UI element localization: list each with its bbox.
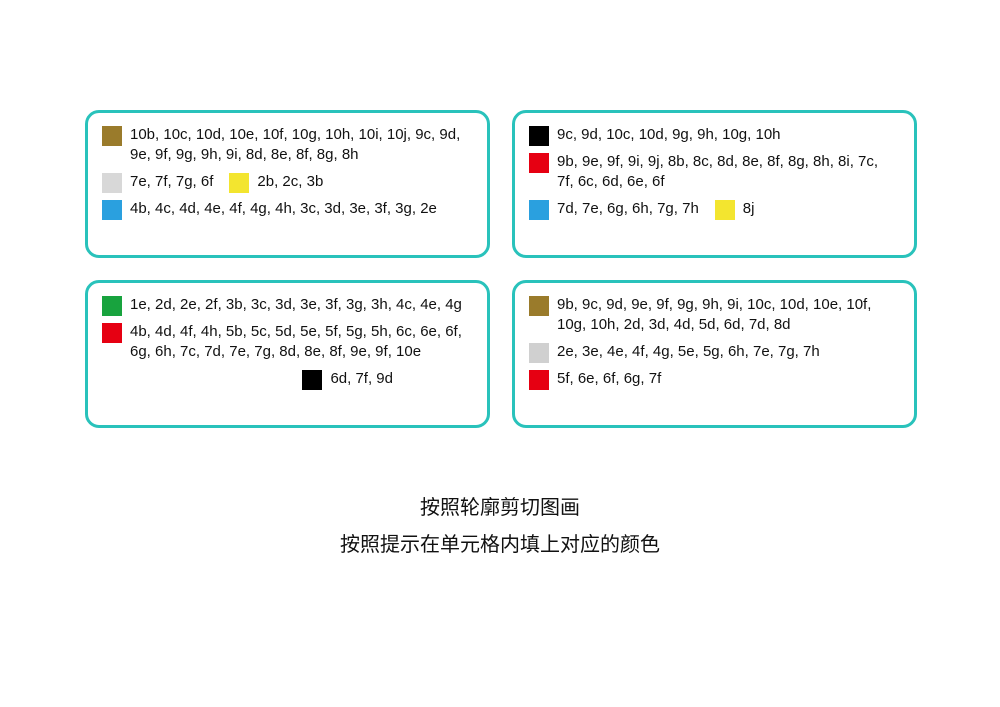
caption-line-2: 按照提示在单元格内填上对应的颜色 [0, 527, 1000, 564]
cells-text: 2e, 3e, 4e, 4f, 4g, 5e, 5g, 6h, 7e, 7g, … [557, 342, 820, 362]
swatch-black [302, 370, 322, 390]
swatch-red [529, 153, 549, 173]
swatch-yellow [229, 173, 249, 193]
cells-text: 2b, 2c, 3b [257, 172, 323, 192]
cells-text: 8j [743, 199, 755, 219]
cells-text: 9b, 9e, 9f, 9i, 9j, 8b, 8c, 8d, 8e, 8f, … [557, 152, 897, 193]
caption: 按照轮廓剪切图画 按照提示在单元格内填上对应的颜色 [0, 490, 1000, 564]
swatch-black [529, 126, 549, 146]
panel-2: 9c, 9d, 10c, 10d, 9g, 9h, 10g, 10h 9b, 9… [512, 110, 917, 258]
panel-1: 10b, 10c, 10d, 10e, 10f, 10g, 10h, 10i, … [85, 110, 490, 258]
panel-4: 9b, 9c, 9d, 9e, 9f, 9g, 9h, 9i, 10c, 10d… [512, 280, 917, 428]
cells-text: 9b, 9c, 9d, 9e, 9f, 9g, 9h, 9i, 10c, 10d… [557, 295, 897, 336]
swatch-gray [529, 343, 549, 363]
swatch-brown [102, 126, 122, 146]
cells-text: 7e, 7f, 7g, 6f [130, 172, 213, 192]
panels-grid: 10b, 10c, 10d, 10e, 10f, 10g, 10h, 10i, … [85, 110, 917, 428]
cells-text: 9c, 9d, 10c, 10d, 9g, 9h, 10g, 10h [557, 125, 781, 145]
swatch-red [529, 370, 549, 390]
swatch-gray [102, 173, 122, 193]
swatch-green [102, 296, 122, 316]
panel-3: 1e, 2d, 2e, 2f, 3b, 3c, 3d, 3e, 3f, 3g, … [85, 280, 490, 428]
swatch-yellow [715, 200, 735, 220]
swatch-brown [529, 296, 549, 316]
swatch-blue [102, 200, 122, 220]
cells-text: 10b, 10c, 10d, 10e, 10f, 10g, 10h, 10i, … [130, 125, 470, 166]
cells-text: 7d, 7e, 6g, 6h, 7g, 7h [557, 199, 699, 219]
cells-text: 6d, 7f, 9d [330, 369, 393, 389]
caption-line-1: 按照轮廓剪切图画 [0, 490, 1000, 527]
swatch-red [102, 323, 122, 343]
swatch-blue [529, 200, 549, 220]
cells-text: 4b, 4d, 4f, 4h, 5b, 5c, 5d, 5e, 5f, 5g, … [130, 322, 470, 363]
cells-text: 4b, 4c, 4d, 4e, 4f, 4g, 4h, 3c, 3d, 3e, … [130, 199, 437, 219]
cells-text: 1e, 2d, 2e, 2f, 3b, 3c, 3d, 3e, 3f, 3g, … [130, 295, 462, 315]
cells-text: 5f, 6e, 6f, 6g, 7f [557, 369, 661, 389]
